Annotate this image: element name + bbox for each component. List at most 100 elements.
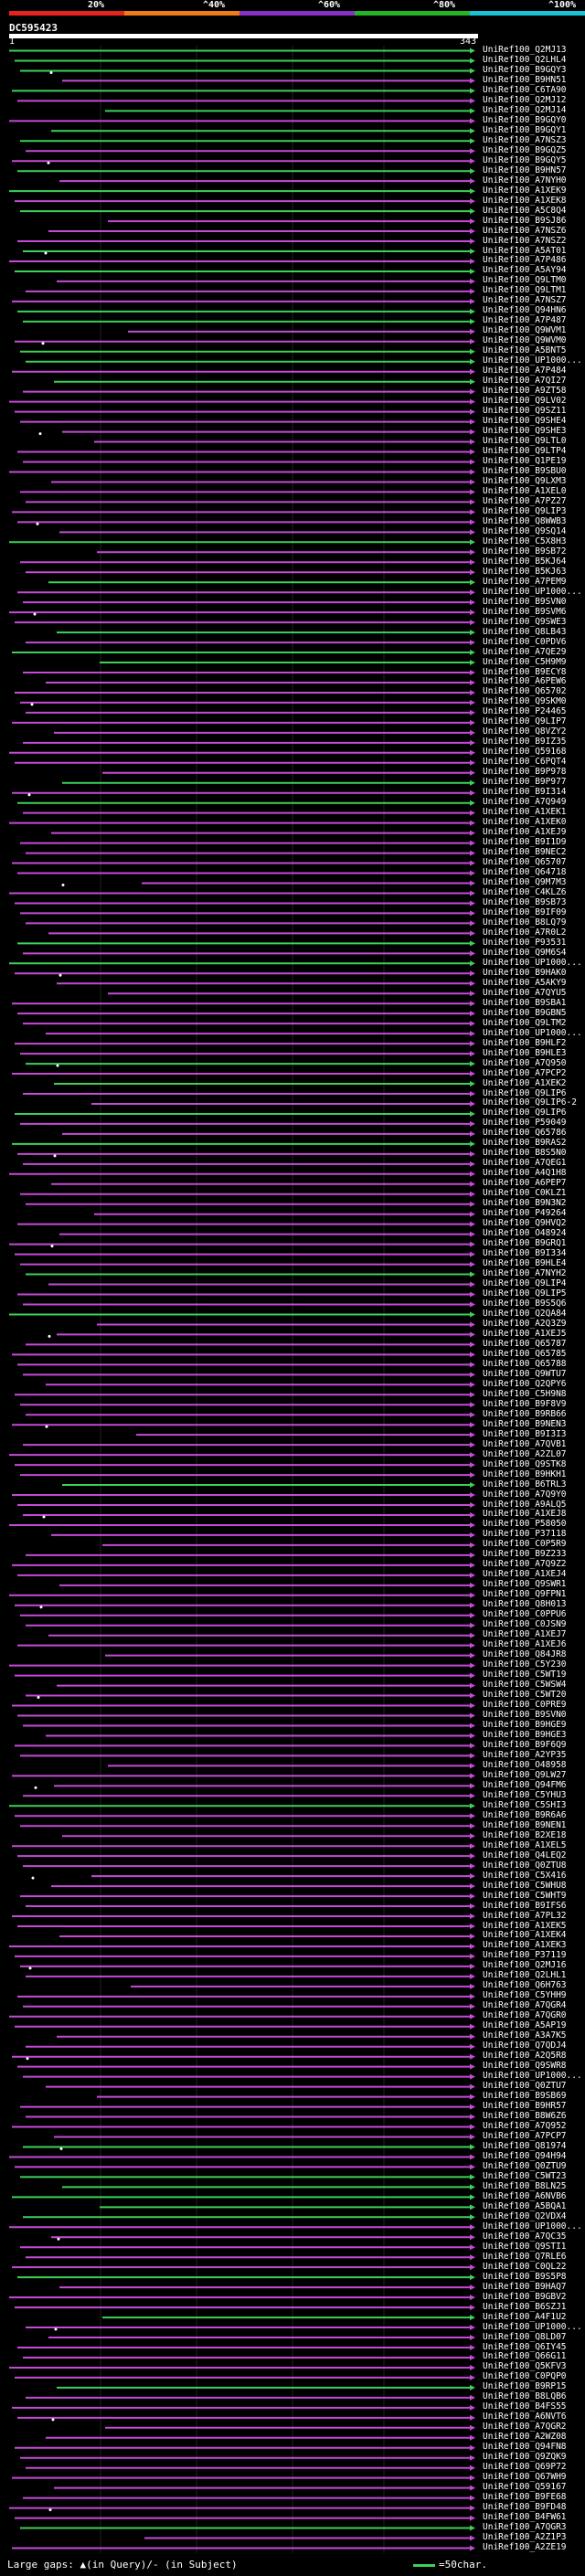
hit-label[interactable]: UniRef100_B8LQ79	[483, 917, 567, 928]
hit-label[interactable]: UniRef100_C5WT20	[483, 1690, 567, 1701]
hit-label[interactable]: UniRef100_Q9SWR1	[483, 1579, 567, 1590]
hit-label[interactable]: UniRef100_Q6IY45	[483, 2341, 567, 2352]
hit-label[interactable]: UniRef100_A5C8Q4	[483, 205, 567, 216]
hit-label[interactable]: UniRef100_B9P978	[483, 767, 567, 778]
hit-label[interactable]: UniRef100_A1XEK5	[483, 1920, 567, 1931]
hit-label[interactable]: UniRef100_Q2QPY6	[483, 1378, 567, 1389]
hit-label[interactable]: UniRef100_Q8H013	[483, 1599, 567, 1610]
hit-label[interactable]: UniRef100_B9GQY1	[483, 124, 567, 135]
hit-label[interactable]: UniRef100_A5BNT5	[483, 345, 567, 356]
hit-label[interactable]: UniRef100_Q2MJ14	[483, 104, 567, 115]
hit-label[interactable]: UniRef100_A2ZE19	[483, 2542, 567, 2553]
hit-label[interactable]: UniRef100_B8LN25	[483, 2180, 567, 2191]
hit-label[interactable]: UniRef100_A7QC35	[483, 2231, 567, 2242]
hit-label[interactable]: UniRef100_B9NEC2	[483, 847, 567, 858]
hit-label[interactable]: UniRef100_Q94H94	[483, 2150, 567, 2161]
hit-label[interactable]: UniRef100_A1XEJ7	[483, 1629, 567, 1640]
hit-label[interactable]: UniRef100_Q9LTM2	[483, 1017, 567, 1028]
hit-label[interactable]: UniRef100_A7Q9Y0	[483, 1489, 567, 1500]
hit-label[interactable]: UniRef100_B9HN57	[483, 164, 567, 175]
hit-label[interactable]: UniRef100_A7Q9Z2	[483, 1559, 567, 1570]
hit-label[interactable]: UniRef100_Q7RLE6	[483, 2251, 567, 2262]
hit-label[interactable]: UniRef100_A1XEL5	[483, 1839, 567, 1850]
hit-label[interactable]: UniRef100_Q9ZQK9	[483, 2452, 567, 2463]
hit-label[interactable]: UniRef100_B9NEN1	[483, 1819, 567, 1830]
hit-label[interactable]: UniRef100_O48924	[483, 1228, 567, 1239]
hit-label[interactable]: UniRef100_Q9LIP6	[483, 1108, 567, 1118]
hit-label[interactable]: UniRef100_Q0ZTU8	[483, 1860, 567, 1871]
hit-label[interactable]: UniRef100_Q0ZTU9	[483, 2160, 567, 2171]
hit-label[interactable]: UniRef100_B9GBV2	[483, 2291, 567, 2302]
hit-label[interactable]: UniRef100_Q9SWE3	[483, 616, 567, 627]
hit-label[interactable]: UniRef100_B5KJ64	[483, 556, 567, 567]
hit-label[interactable]: UniRef100_Q9LIP6-2	[483, 1097, 577, 1108]
hit-label[interactable]: UniRef100_Q65785	[483, 1348, 567, 1359]
hit-label[interactable]: UniRef100_B9SBU0	[483, 465, 567, 476]
hit-label[interactable]: UniRef100_Q65707	[483, 857, 567, 868]
hit-label[interactable]: UniRef100_Q94FM6	[483, 1779, 567, 1790]
hit-label[interactable]: UniRef100_B9HGE9	[483, 1719, 567, 1730]
hit-label[interactable]: UniRef100_B9ECY8	[483, 666, 567, 677]
hit-label[interactable]: UniRef100_A1XEJ6	[483, 1639, 567, 1650]
hit-label[interactable]: UniRef100_Q9STK8	[483, 1458, 567, 1469]
hit-label[interactable]: UniRef100_B9F8V9	[483, 1398, 567, 1409]
hit-label[interactable]: UniRef100_A7PZ27	[483, 495, 567, 506]
hit-label[interactable]: UniRef100_B9I3I3	[483, 1428, 567, 1439]
hit-label[interactable]: UniRef100_B9F6Q9	[483, 1739, 567, 1750]
hit-label[interactable]: UniRef100_A7P484	[483, 366, 567, 376]
hit-label[interactable]: UniRef100_A5AT01	[483, 245, 567, 256]
hit-label[interactable]: UniRef100_C5Y230	[483, 1659, 567, 1670]
hit-label[interactable]: UniRef100_B9RP15	[483, 2381, 567, 2392]
hit-label[interactable]: UniRef100_A1XEK1	[483, 807, 567, 818]
hit-label[interactable]: UniRef100_Q9WTU7	[483, 1368, 567, 1379]
hit-label[interactable]: UniRef100_Q4LEQ2	[483, 1850, 567, 1860]
hit-label[interactable]: UniRef100_Q9LTM0	[483, 275, 567, 286]
hit-label[interactable]: UniRef100_Q9SKM0	[483, 696, 567, 707]
hit-label[interactable]: UniRef100_A7NYH0	[483, 175, 567, 186]
hit-label[interactable]: UniRef100_A6PEP7	[483, 1178, 567, 1189]
hit-label[interactable]: UniRef100_B9S5Q6	[483, 1299, 567, 1309]
hit-label[interactable]: UniRef100_A7PEM9	[483, 576, 567, 587]
hit-label[interactable]: UniRef100_A7NSZ7	[483, 295, 567, 306]
hit-label[interactable]: UniRef100_Q0ZTU7	[483, 2081, 567, 2092]
hit-label[interactable]: UniRef100_B9I314	[483, 787, 567, 798]
hit-label[interactable]: UniRef100_Q6H763	[483, 1980, 567, 1991]
hit-label[interactable]: UniRef100_B9P977	[483, 777, 567, 788]
hit-label[interactable]: UniRef100_C5X416	[483, 1870, 567, 1881]
hit-label[interactable]: UniRef100_Q84JR8	[483, 1649, 567, 1660]
hit-label[interactable]: UniRef100_C0KLZ1	[483, 1188, 567, 1199]
hit-label[interactable]: UniRef100_Q67WH9	[483, 2472, 567, 2483]
hit-label[interactable]: UniRef100_B9HLE4	[483, 1258, 567, 1269]
hit-label[interactable]: UniRef100_A1XEK3	[483, 1940, 567, 1951]
hit-label[interactable]: UniRef100_B9I334	[483, 1248, 567, 1259]
hit-label[interactable]: UniRef100_B9I1D9	[483, 837, 567, 848]
hit-label[interactable]: UniRef100_Q64718	[483, 867, 567, 878]
hit-label[interactable]: UniRef100_Q2VDX4	[483, 2210, 567, 2221]
hit-label[interactable]: UniRef100_B9HLE3	[483, 1047, 567, 1058]
hit-label[interactable]: UniRef100_B9N3N2	[483, 1198, 567, 1209]
hit-label[interactable]: UniRef100_Q69P72	[483, 2462, 567, 2473]
hit-label[interactable]: UniRef100_B9SVN0	[483, 596, 567, 607]
hit-label[interactable]: UniRef100_A7QGR2	[483, 2422, 567, 2433]
hit-label[interactable]: UniRef100_Q94HN6	[483, 305, 567, 316]
hit-label[interactable]: UniRef100_C6TA90	[483, 84, 567, 95]
hit-label[interactable]: UniRef100_B9NEN3	[483, 1418, 567, 1429]
hit-label[interactable]: UniRef100_Q9M6S4	[483, 947, 567, 958]
hit-label[interactable]: UniRef100_A6PEW6	[483, 676, 567, 687]
hit-label[interactable]: UniRef100_Q2MJ12	[483, 94, 567, 105]
hit-label[interactable]: UniRef100_UP1000...	[483, 586, 582, 597]
hit-label[interactable]: UniRef100_B9HLF2	[483, 1037, 567, 1048]
hit-label[interactable]: UniRef100_B9HN51	[483, 74, 567, 85]
hit-label[interactable]: UniRef100_A1XEK0	[483, 817, 567, 828]
hit-label[interactable]: UniRef100_A4Q1H8	[483, 1168, 567, 1179]
hit-label[interactable]: UniRef100_A1XEJ9	[483, 827, 567, 838]
hit-label[interactable]: UniRef100_B9RB66	[483, 1408, 567, 1419]
hit-label[interactable]: UniRef100_Q9SZ11	[483, 406, 567, 417]
hit-label[interactable]: UniRef100_A5AKY9	[483, 977, 567, 988]
hit-label[interactable]: UniRef100_A3A7K5	[483, 2030, 567, 2041]
hit-label[interactable]: UniRef100_C5YHH9	[483, 1990, 567, 2001]
hit-label[interactable]: UniRef100_B6SZJ1	[483, 2301, 567, 2312]
hit-label[interactable]: UniRef100_Q65788	[483, 1358, 567, 1369]
hit-label[interactable]: UniRef100_Q2MJ13	[483, 45, 567, 55]
hit-label[interactable]: UniRef100_C5X8H3	[483, 535, 567, 546]
